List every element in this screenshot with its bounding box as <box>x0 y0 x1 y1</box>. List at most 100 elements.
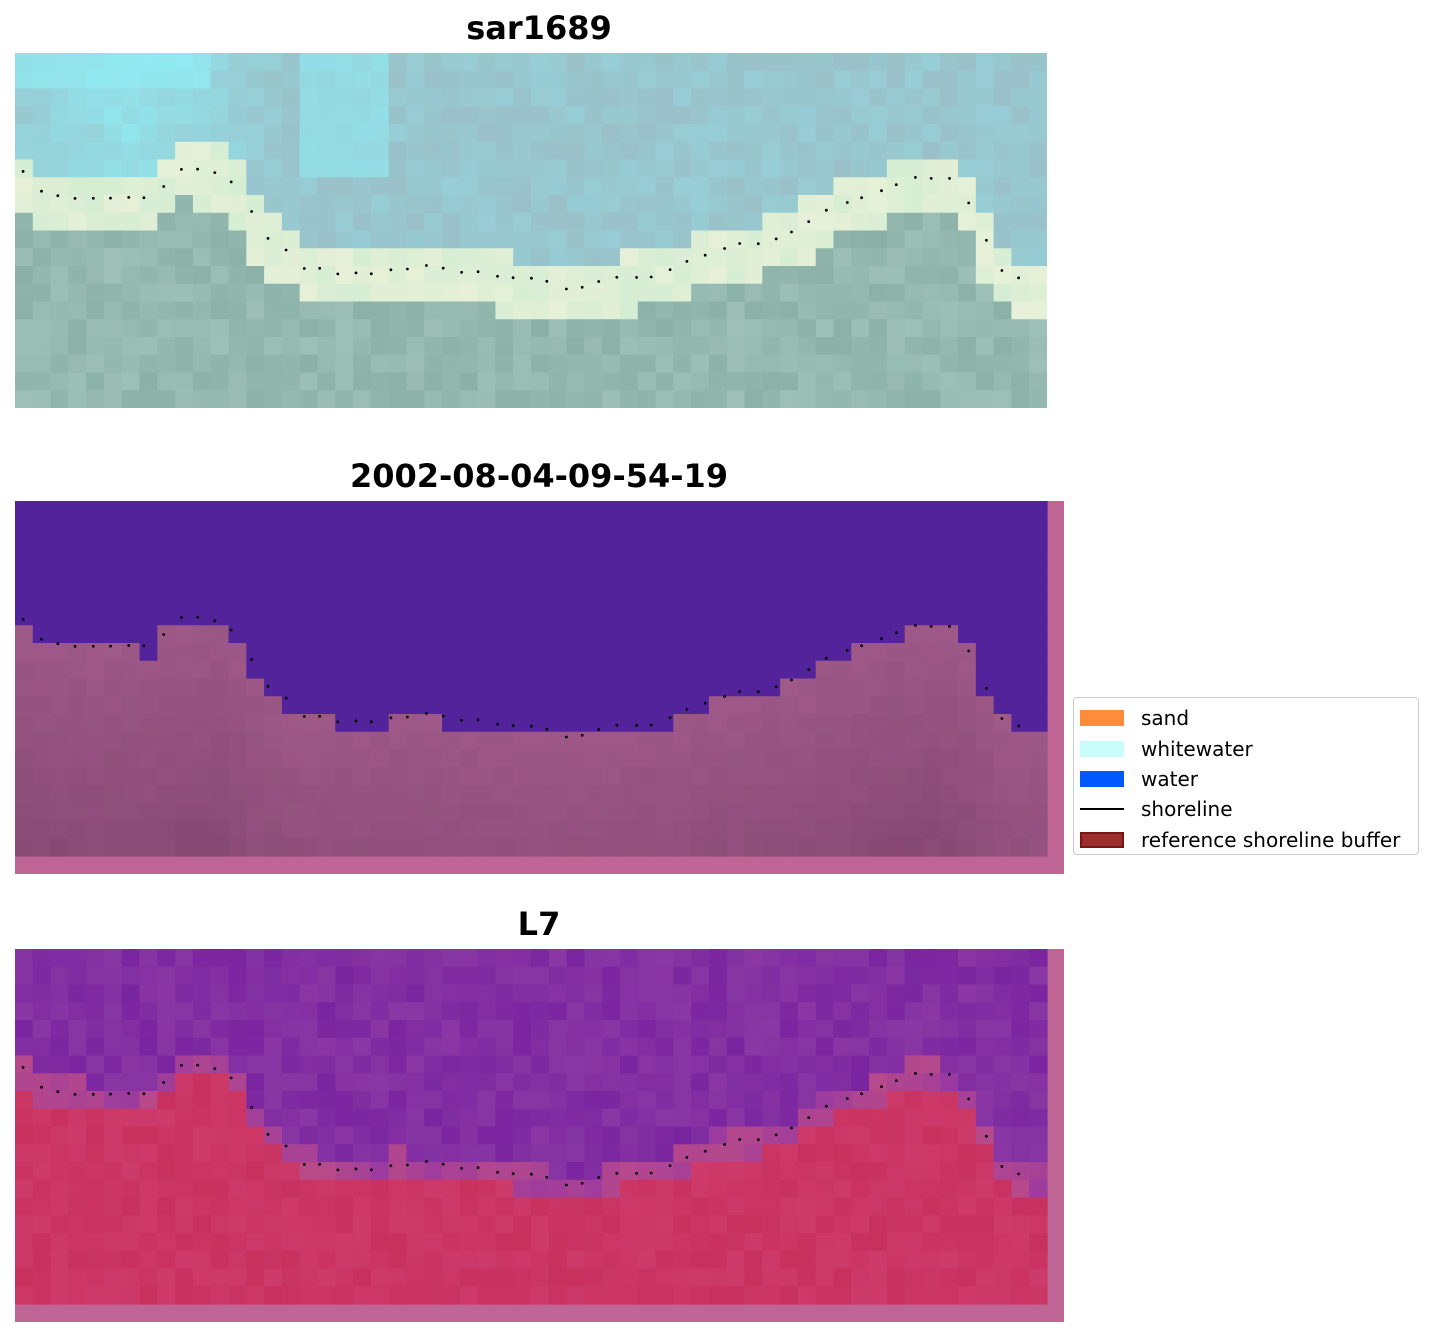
rgb-pixel <box>1029 319 1047 338</box>
index-pixel <box>442 1286 461 1305</box>
class-pixel <box>726 607 746 626</box>
index-pixel <box>157 1091 176 1110</box>
class-pixel <box>869 518 888 538</box>
rgb-pixel <box>192 88 212 107</box>
rgb-pixel <box>495 70 514 90</box>
class-pixel <box>495 643 514 662</box>
rgb-pixel <box>495 337 514 356</box>
class-pixel <box>246 731 265 751</box>
rgb-pixel <box>495 88 514 107</box>
class-pixel <box>1011 625 1030 644</box>
index-pixel <box>32 1162 52 1181</box>
class-pixel <box>50 767 69 786</box>
class-pixel <box>228 572 247 591</box>
class-pixel <box>691 501 710 520</box>
rgb-pixel <box>210 354 230 374</box>
class-pixel <box>975 536 995 555</box>
rgb-pixel <box>406 70 425 90</box>
index-pixel <box>370 1215 390 1234</box>
index-pixel <box>958 1268 977 1287</box>
shoreline-point <box>476 1166 480 1170</box>
shoreline-point <box>21 618 25 621</box>
rgb-pixel <box>86 88 105 107</box>
index-pixel <box>442 1162 461 1181</box>
rgb-pixel <box>851 319 870 338</box>
index-pixel <box>1029 1179 1048 1199</box>
rgb-pixel <box>246 301 265 320</box>
index-pixel <box>424 1162 443 1181</box>
index-pixel <box>904 966 924 986</box>
index-pixel <box>121 1020 141 1039</box>
index-pixel <box>619 1037 639 1057</box>
class-pixel <box>406 749 425 768</box>
index-pixel <box>264 1197 283 1216</box>
rgb-pixel <box>851 88 870 107</box>
index-pixel <box>477 1091 497 1110</box>
index-pixel <box>584 1108 603 1128</box>
index-pixel <box>513 1197 532 1216</box>
rgb-pixel <box>442 106 461 125</box>
index-pixel <box>246 1126 265 1145</box>
index-pixel <box>655 1250 674 1270</box>
index-pixel <box>726 1055 746 1074</box>
rgb-pixel <box>584 230 603 249</box>
class-pixel <box>370 501 390 520</box>
index-pixel <box>655 1197 674 1216</box>
index-pixel <box>708 1268 728 1287</box>
class-pixel <box>548 714 568 733</box>
index-pixel <box>210 1268 230 1287</box>
rgb-pixel <box>353 124 372 143</box>
class-pixel <box>548 625 568 644</box>
index-pixel <box>833 1108 852 1128</box>
class-pixel <box>584 785 603 804</box>
rgb-pixel <box>50 248 69 267</box>
rgb-pixel <box>210 337 230 356</box>
index-pixel <box>851 1286 870 1305</box>
class-pixel <box>192 660 212 680</box>
class-pixel <box>726 625 746 644</box>
rgb-pixel <box>68 248 87 267</box>
rgb-pixel <box>477 141 497 161</box>
class-pixel <box>993 625 1013 644</box>
rgb-pixel <box>975 248 995 267</box>
rgb-pixel <box>548 230 568 249</box>
rgb-pixel <box>673 88 692 107</box>
class-pixel <box>958 518 977 538</box>
index-pixel <box>246 1162 265 1181</box>
class-pixel <box>584 518 603 538</box>
rgb-pixel <box>495 319 514 338</box>
rgb-pixel <box>299 212 319 232</box>
index-pixel <box>815 966 835 986</box>
rgb-pixel <box>228 195 247 214</box>
index-pixel <box>691 1126 710 1145</box>
index-pixel <box>780 984 799 1003</box>
class-pixel <box>32 785 52 804</box>
class-pixel <box>175 607 194 626</box>
index-pixel <box>922 1250 941 1270</box>
rgb-pixel <box>424 337 443 356</box>
rgb-pixel <box>86 53 105 72</box>
index-pixel <box>513 1233 532 1252</box>
index-pixel <box>192 1037 212 1057</box>
rgb-pixel <box>370 177 390 196</box>
rgb-pixel <box>708 195 728 214</box>
class-pixel <box>32 731 52 751</box>
index-pixel <box>566 1020 585 1039</box>
class-pixel <box>281 678 301 697</box>
rgb-pixel <box>32 159 52 178</box>
index-pixel <box>869 966 888 986</box>
class-pixel <box>157 536 176 555</box>
rgb-pixel <box>353 337 372 356</box>
class-pixel <box>121 660 141 680</box>
rgb-pixel <box>1011 301 1030 320</box>
rgb-pixel <box>15 266 34 285</box>
class-pixel <box>993 767 1013 786</box>
index-pixel <box>548 1162 568 1181</box>
rgb-pixel <box>370 354 390 374</box>
class-pixel <box>762 625 781 644</box>
rgb-pixel <box>103 53 123 72</box>
index-pixel <box>175 1020 194 1039</box>
class-pixel <box>904 785 924 804</box>
index-pixel <box>68 966 87 986</box>
index-pixel <box>15 1215 34 1234</box>
